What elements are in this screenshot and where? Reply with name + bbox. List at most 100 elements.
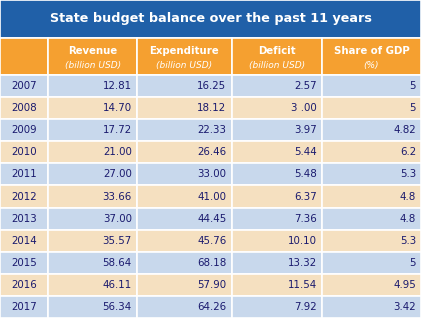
Bar xyxy=(232,97,322,119)
Bar xyxy=(48,119,137,141)
Bar xyxy=(0,296,48,318)
Text: Revenue: Revenue xyxy=(68,46,117,56)
Bar xyxy=(322,230,421,252)
Text: 4.82: 4.82 xyxy=(393,125,416,135)
Text: Deficit: Deficit xyxy=(258,46,296,56)
Bar xyxy=(137,163,232,185)
Text: (billion USD): (billion USD) xyxy=(249,61,305,70)
Text: 3 .00: 3 .00 xyxy=(291,103,317,113)
Bar xyxy=(0,230,48,252)
Bar xyxy=(48,141,137,163)
Text: 4.95: 4.95 xyxy=(393,280,416,290)
Text: 2015: 2015 xyxy=(11,258,37,268)
Text: 2017: 2017 xyxy=(11,302,37,312)
Text: 44.45: 44.45 xyxy=(197,214,226,224)
Text: 2008: 2008 xyxy=(11,103,37,113)
Bar xyxy=(48,38,137,75)
Text: 2.57: 2.57 xyxy=(294,81,317,91)
Text: 14.70: 14.70 xyxy=(103,103,132,113)
Text: 4.8: 4.8 xyxy=(400,191,416,202)
Text: 13.32: 13.32 xyxy=(288,258,317,268)
Bar xyxy=(48,296,137,318)
Text: 6.2: 6.2 xyxy=(400,147,416,157)
Text: 11.54: 11.54 xyxy=(288,280,317,290)
Bar xyxy=(322,252,421,274)
Bar xyxy=(0,97,48,119)
Text: 18.12: 18.12 xyxy=(197,103,226,113)
Bar xyxy=(137,97,232,119)
Text: Expenditure: Expenditure xyxy=(149,46,219,56)
Bar xyxy=(0,274,48,296)
Text: 2009: 2009 xyxy=(11,125,37,135)
Bar xyxy=(137,296,232,318)
Bar xyxy=(322,296,421,318)
Bar xyxy=(0,38,48,75)
Text: 35.57: 35.57 xyxy=(103,236,132,246)
Text: 10.10: 10.10 xyxy=(288,236,317,246)
Bar xyxy=(137,38,232,75)
Bar xyxy=(0,252,48,274)
Bar xyxy=(232,185,322,208)
Text: (billion USD): (billion USD) xyxy=(156,61,212,70)
Bar xyxy=(48,208,137,230)
Text: 7.92: 7.92 xyxy=(294,302,317,312)
Text: 41.00: 41.00 xyxy=(197,191,226,202)
Bar xyxy=(137,230,232,252)
Text: 3.42: 3.42 xyxy=(393,302,416,312)
Bar xyxy=(322,208,421,230)
Text: 22.33: 22.33 xyxy=(197,125,226,135)
Text: State budget balance over the past 11 years: State budget balance over the past 11 ye… xyxy=(50,12,371,25)
Bar xyxy=(322,119,421,141)
Text: 6.37: 6.37 xyxy=(294,191,317,202)
Bar xyxy=(137,208,232,230)
Text: (billion USD): (billion USD) xyxy=(64,61,121,70)
Text: 5.44: 5.44 xyxy=(294,147,317,157)
Text: 33.00: 33.00 xyxy=(197,169,226,179)
Bar xyxy=(0,163,48,185)
Text: 2007: 2007 xyxy=(11,81,37,91)
Text: 16.25: 16.25 xyxy=(197,81,226,91)
Bar xyxy=(0,208,48,230)
Text: 7.36: 7.36 xyxy=(294,214,317,224)
Bar xyxy=(48,274,137,296)
Text: 5.3: 5.3 xyxy=(400,236,416,246)
Text: 2011: 2011 xyxy=(11,169,37,179)
Bar xyxy=(232,38,322,75)
Text: 17.72: 17.72 xyxy=(103,125,132,135)
Text: 2014: 2014 xyxy=(11,236,37,246)
Bar xyxy=(137,185,232,208)
Text: 2010: 2010 xyxy=(11,147,37,157)
Bar xyxy=(137,274,232,296)
Bar xyxy=(232,208,322,230)
Bar xyxy=(48,97,137,119)
Text: 68.18: 68.18 xyxy=(197,258,226,268)
Text: 26.46: 26.46 xyxy=(197,147,226,157)
Bar xyxy=(232,163,322,185)
Bar xyxy=(322,75,421,97)
Bar xyxy=(232,119,322,141)
Text: 57.90: 57.90 xyxy=(197,280,226,290)
Bar xyxy=(322,97,421,119)
Bar xyxy=(48,185,137,208)
Bar xyxy=(48,75,137,97)
Text: 46.11: 46.11 xyxy=(103,280,132,290)
Bar xyxy=(48,230,137,252)
Text: 5: 5 xyxy=(410,103,416,113)
Bar xyxy=(322,141,421,163)
Bar xyxy=(232,75,322,97)
Bar xyxy=(137,119,232,141)
Bar xyxy=(0,119,48,141)
Text: 27.00: 27.00 xyxy=(103,169,132,179)
Bar xyxy=(232,141,322,163)
Text: 2016: 2016 xyxy=(11,280,37,290)
Bar xyxy=(322,38,421,75)
Text: 2013: 2013 xyxy=(11,214,37,224)
Text: (%): (%) xyxy=(364,61,379,70)
Text: 4.8: 4.8 xyxy=(400,214,416,224)
Text: 58.64: 58.64 xyxy=(103,258,132,268)
Text: 5: 5 xyxy=(410,81,416,91)
Bar xyxy=(0,141,48,163)
Text: 12.81: 12.81 xyxy=(103,81,132,91)
Bar xyxy=(0,185,48,208)
Bar xyxy=(232,252,322,274)
